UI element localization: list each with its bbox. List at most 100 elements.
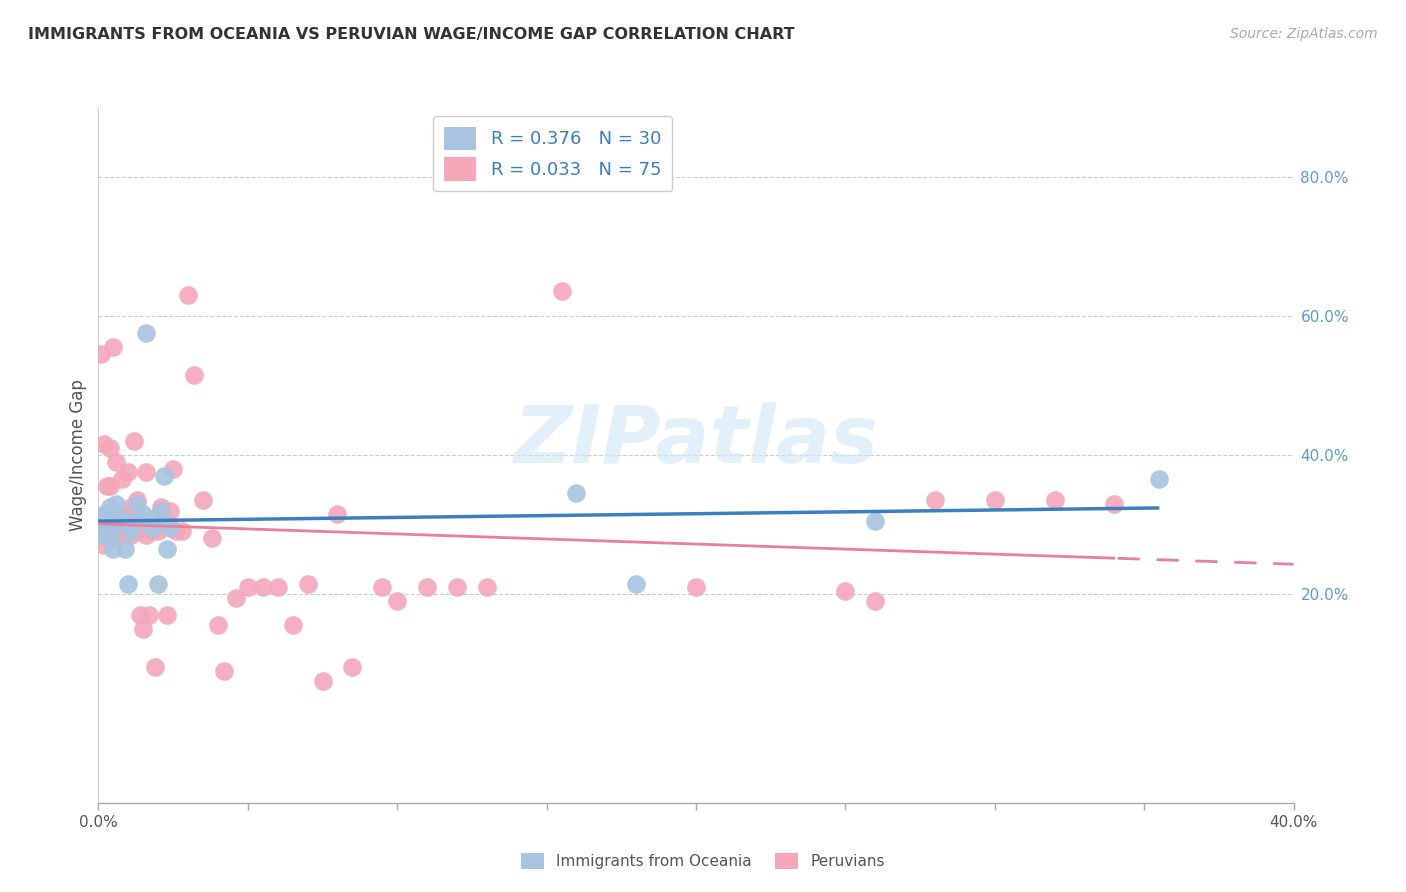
Point (111, 514, 134, 528)
Text: ZIPatlas: ZIPatlas (513, 402, 879, 480)
Point (148, 576, 170, 591)
Point (120, 528, 142, 542)
Point (252, 580, 274, 594)
Point (117, 466, 139, 480)
Point (148, 524, 170, 539)
Point (475, 580, 498, 594)
Point (100, 514, 122, 528)
Point (143, 660, 166, 674)
Point (108, 528, 131, 542)
Point (117, 514, 139, 528)
Legend: R = 0.376   N = 30, R = 0.033   N = 75: R = 0.376 N = 30, R = 0.033 N = 75 (433, 116, 672, 192)
Point (124, 514, 146, 528)
Point (124, 434, 146, 448)
Point (105, 497, 128, 511)
Point (93, 538, 115, 552)
Point (183, 368, 205, 382)
Point (135, 528, 157, 542)
Point (834, 583, 856, 598)
Point (191, 493, 214, 508)
Point (100, 500, 122, 514)
Point (114, 541, 136, 556)
Point (105, 455, 128, 469)
Point (108, 510, 131, 524)
Point (96, 521, 118, 535)
Point (177, 288, 200, 302)
Point (93, 507, 115, 521)
Point (201, 532, 224, 546)
Point (371, 580, 394, 594)
Point (685, 580, 707, 594)
Point (132, 622, 155, 636)
Point (141, 521, 163, 535)
Point (105, 517, 128, 532)
Point (100, 528, 122, 542)
Point (93, 521, 115, 535)
Point (150, 500, 173, 514)
Point (165, 524, 187, 539)
Point (93, 510, 115, 524)
Point (120, 524, 142, 539)
Point (141, 524, 163, 539)
Point (267, 580, 290, 594)
Point (103, 514, 125, 528)
Point (127, 524, 149, 539)
Text: Source: ZipAtlas.com: Source: ZipAtlas.com (1230, 27, 1378, 41)
Point (127, 497, 149, 511)
Point (159, 503, 181, 517)
Point (416, 580, 439, 594)
Point (162, 462, 184, 476)
Point (90, 347, 112, 361)
Point (103, 541, 125, 556)
Point (138, 607, 160, 622)
Point (342, 660, 364, 674)
Point (924, 493, 946, 508)
Point (117, 576, 139, 591)
Point (132, 514, 155, 528)
Point (385, 594, 409, 608)
Point (1043, 493, 1066, 508)
Point (156, 541, 179, 556)
Point (120, 500, 142, 514)
Legend: Immigrants from Oceania, Peruvians: Immigrants from Oceania, Peruvians (515, 847, 891, 875)
Point (207, 618, 229, 632)
Point (103, 340, 125, 354)
Point (565, 486, 588, 500)
Point (297, 576, 319, 591)
Point (132, 507, 155, 521)
Text: IMMIGRANTS FROM OCEANIA VS PERUVIAN WAGE/INCOME GAP CORRELATION CHART: IMMIGRANTS FROM OCEANIA VS PERUVIAN WAGE… (28, 27, 794, 42)
Point (550, 285, 572, 299)
Point (281, 618, 304, 632)
Point (96, 514, 118, 528)
Point (114, 507, 136, 521)
Point (326, 507, 349, 521)
Point (865, 514, 887, 528)
Point (124, 507, 146, 521)
Point (90, 528, 112, 542)
Point (127, 493, 149, 508)
Point (153, 468, 176, 483)
Point (100, 479, 122, 493)
Point (135, 466, 157, 480)
Point (236, 580, 259, 594)
Point (159, 521, 181, 535)
Point (446, 580, 468, 594)
Point (90, 510, 112, 524)
Point (90, 514, 112, 528)
Point (93, 437, 115, 451)
Point (311, 674, 333, 689)
Point (100, 441, 122, 455)
Point (865, 594, 887, 608)
Point (96, 514, 118, 528)
Point (108, 521, 131, 535)
Point (172, 524, 194, 539)
Point (1147, 472, 1170, 486)
Point (626, 576, 648, 591)
Point (212, 664, 235, 678)
Point (156, 607, 179, 622)
Point (129, 607, 152, 622)
Point (103, 532, 125, 546)
Point (143, 510, 166, 524)
Point (111, 517, 134, 532)
Point (225, 591, 247, 605)
